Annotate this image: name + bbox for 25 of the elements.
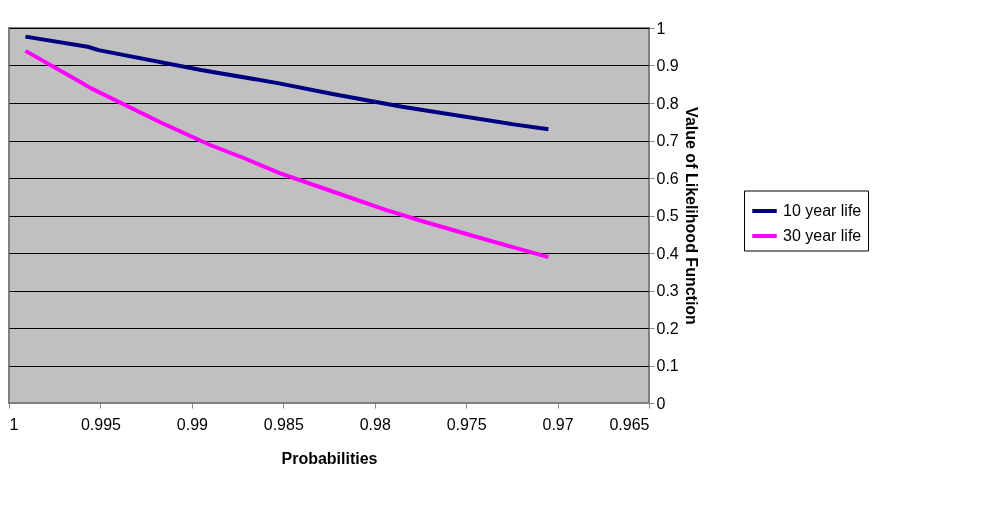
y-tick-label: 0.8 [656,94,679,112]
y-tick-label: 0.4 [656,244,679,262]
legend-label: 10 year life [783,202,862,219]
y-tick-label: 0.3 [656,282,679,299]
x-tick-label: 0.99 [176,415,209,433]
x-tick-label: 0.965 [609,415,650,433]
x-axis-title: Probabilities [281,449,378,467]
y-tick-label: 0.1 [656,357,679,374]
x-tick-label: 1 [9,415,19,433]
y-tick-label: 0 [656,394,666,412]
y-tick-label: 0.6 [656,169,679,187]
x-tick-label: 0.97 [542,415,574,433]
y-tick-label: 0.2 [656,319,679,337]
legend-label: 30 year life [783,227,862,244]
x-tick-label: 0.975 [446,415,487,433]
y-tick-label: 0.9 [656,57,679,74]
line-series [23,34,551,132]
x-tick-label: 0.98 [359,415,391,433]
y-axis-title: Value of Likelihood Function [682,107,700,325]
line-series [23,48,551,260]
y-tick-label: 0.7 [656,132,679,149]
y-tick-label: 1 [656,19,666,37]
x-tick-label: 0.985 [263,415,304,433]
x-tick-label: 0.995 [80,415,122,433]
y-tick-label: 0.5 [656,207,679,224]
